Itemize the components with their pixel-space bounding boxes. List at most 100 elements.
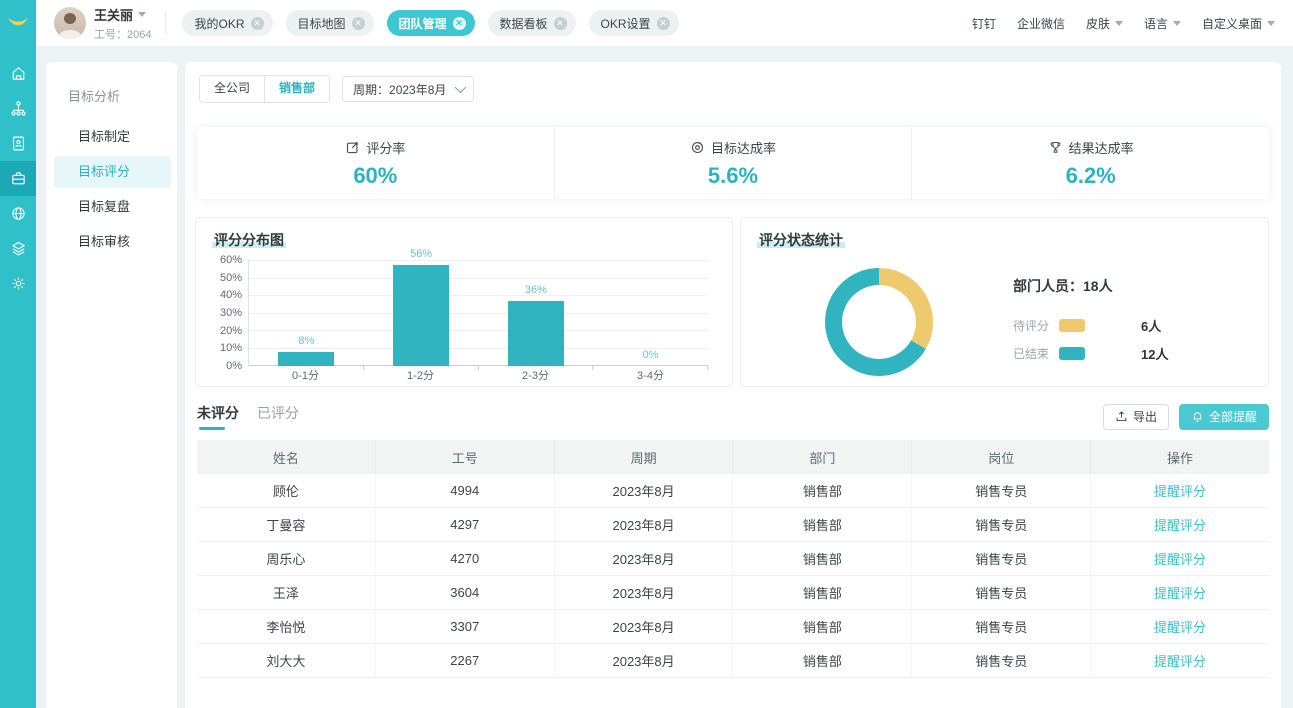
period-dropdown[interactable]: 周期：2023年8月 <box>342 76 475 102</box>
cell-department: 销售部 <box>733 576 913 609</box>
members-table: 姓名 工号 周期 部门 岗位 操作 顾伦 4994 2023年8月 销售部 销售… <box>197 440 1269 678</box>
legend-swatch-teal <box>1059 347 1086 360</box>
menu-wecom[interactable]: 企业微信 <box>1017 15 1065 32</box>
menu-custom-desktop[interactable]: 自定义桌面 <box>1202 15 1275 32</box>
menu-language[interactable]: 语言 <box>1144 15 1181 32</box>
bar-0-1: 8% <box>249 260 364 370</box>
export-button[interactable]: 导出 <box>1102 403 1169 430</box>
cell-period: 2023年8月 <box>555 644 734 677</box>
legend-item-finished: 已结束 12人 <box>1013 344 1168 363</box>
chart-title: 评分状态统计 <box>757 232 845 248</box>
donut-legend: 部门人员：18人 待评分 6人 已结束 12人 <box>1013 276 1168 363</box>
x-tick: 1-2分 <box>407 370 434 382</box>
tab-goal-map[interactable]: 目标地图 ✕ <box>285 10 374 36</box>
close-icon[interactable]: ✕ <box>553 16 567 30</box>
donut-chart <box>825 268 933 376</box>
legend-count: 6人 <box>1141 319 1162 334</box>
menu-label: 语言 <box>1143 16 1168 31</box>
cell-period: 2023年8月 <box>555 542 734 575</box>
remind-score-link[interactable]: 提醒评分 <box>1154 654 1207 669</box>
cell-position: 销售专员 <box>912 610 1092 643</box>
tab-okr-settings[interactable]: OKR设置 ✕ <box>588 10 679 36</box>
tab-team-management[interactable]: 团队管理 ✕ <box>386 10 475 36</box>
close-icon[interactable]: ✕ <box>250 16 264 30</box>
table-header-row: 姓名 工号 周期 部门 岗位 操作 <box>197 440 1269 474</box>
table-row: 王泽 3604 2023年8月 销售部 销售专员 提醒评分 <box>197 576 1269 610</box>
rail-item-layers[interactable] <box>0 231 36 266</box>
rail-item-org[interactable] <box>0 91 36 126</box>
menu-dingtalk[interactable]: 钉钉 <box>972 15 996 32</box>
rail-item-okr-active[interactable] <box>0 161 36 196</box>
col-position: 岗位 <box>912 440 1092 474</box>
main-content: 全公司 销售部 周期：2023年8月 评分率 60% 目标达成率 5.6% <box>185 62 1281 708</box>
topbar-right-menu: 钉钉 企业微信 皮肤 语言 自定义桌面 <box>972 15 1275 32</box>
cell-department: 销售部 <box>733 610 913 643</box>
bell-icon <box>1193 412 1202 422</box>
sidebar-item-goal-setting[interactable]: 目标制定 <box>78 129 131 144</box>
remind-score-link[interactable]: 提醒评分 <box>1154 518 1207 533</box>
table-row: 周乐心 4270 2023年8月 销售部 销售专员 提醒评分 <box>197 542 1269 576</box>
remind-all-button[interactable]: 全部提醒 <box>1178 403 1269 430</box>
rail-nav <box>0 56 36 301</box>
tab-label: 团队管理 <box>398 16 447 31</box>
legend-title: 部门人员：18人 <box>1013 278 1113 294</box>
bar-3-4: 0% <box>593 260 708 370</box>
rail-item-globe[interactable] <box>0 196 36 231</box>
menu-skin[interactable]: 皮肤 <box>1086 15 1123 32</box>
menu-label: 钉钉 <box>971 16 996 31</box>
remind-score-link[interactable]: 提醒评分 <box>1154 620 1207 635</box>
cell-department: 销售部 <box>733 542 913 575</box>
remind-score-link[interactable]: 提醒评分 <box>1154 586 1207 601</box>
user-avatar[interactable] <box>54 7 86 39</box>
tab-dashboard[interactable]: 数据看板 ✕ <box>487 10 576 36</box>
rail-item-settings[interactable] <box>0 266 36 301</box>
sidebar-item-goal-audit[interactable]: 目标审核 <box>78 234 131 249</box>
scope-sales-dept-button[interactable]: 销售部 <box>264 76 330 102</box>
cell-period: 2023年8月 <box>555 508 734 541</box>
score-status-card: 评分状态统计 部门人员：18人 待评分 6人 已结束 12人 <box>740 217 1269 387</box>
bar-plot-area: 8% 56% 36% 0% <box>248 248 708 370</box>
user-menu[interactable]: 王关丽 <box>94 5 151 24</box>
edit-square-icon <box>347 141 359 153</box>
chart-title: 评分分布图 <box>212 232 286 248</box>
stat-result-achievement: 结果达成率 6.2% <box>911 127 1269 199</box>
globe-icon <box>11 207 25 220</box>
target-icon <box>691 141 704 153</box>
chevron-down-icon <box>1172 20 1181 26</box>
y-tick: 10% <box>219 342 242 355</box>
remind-score-link[interactable]: 提醒评分 <box>1154 484 1207 499</box>
tab-scored[interactable]: 已评分 <box>257 405 299 421</box>
tab-unscored[interactable]: 未评分 <box>197 403 239 430</box>
remind-score-link[interactable]: 提醒评分 <box>1154 552 1207 567</box>
gridlines <box>249 260 708 366</box>
cell-employee-id: 2267 <box>376 644 555 677</box>
bar-2-3: 36% <box>479 260 594 370</box>
sidebar-item-goal-review[interactable]: 目标复盘 <box>78 199 131 214</box>
sidebar-item-goal-scoring[interactable]: 目标评分 <box>54 156 171 188</box>
cell-department: 销售部 <box>733 644 913 677</box>
app-logo[interactable] <box>0 0 36 46</box>
document-person-icon <box>12 136 24 151</box>
cell-period: 2023年8月 <box>555 610 734 643</box>
sidebar-items: 目标制定 目标评分 目标复盘 目标审核 <box>46 121 177 258</box>
rail-item-home[interactable] <box>0 56 36 91</box>
close-icon[interactable]: ✕ <box>351 16 365 30</box>
cell-department: 销售部 <box>733 508 913 541</box>
bar-value-label: 36% <box>524 284 547 297</box>
col-name: 姓名 <box>197 440 376 474</box>
scope-all-company-button[interactable]: 全公司 <box>200 76 265 102</box>
close-icon[interactable]: ✕ <box>656 16 670 30</box>
divider <box>165 12 167 34</box>
tab-my-okr[interactable]: 我的OKR ✕ <box>182 10 273 36</box>
menu-label: 自定义桌面 <box>1201 16 1262 31</box>
cell-department: 销售部 <box>733 474 913 507</box>
menu-label: 企业微信 <box>1016 16 1065 31</box>
stat-value: 60% <box>353 162 398 188</box>
org-chart-icon <box>10 101 26 116</box>
close-icon[interactable]: ✕ <box>452 16 466 30</box>
cell-name: 李怡悦 <box>197 610 376 643</box>
rail-item-profile-doc[interactable] <box>0 126 36 161</box>
briefcase-icon <box>11 172 25 185</box>
x-tick: 2-3分 <box>522 370 549 382</box>
tab-label: 目标地图 <box>297 16 346 31</box>
